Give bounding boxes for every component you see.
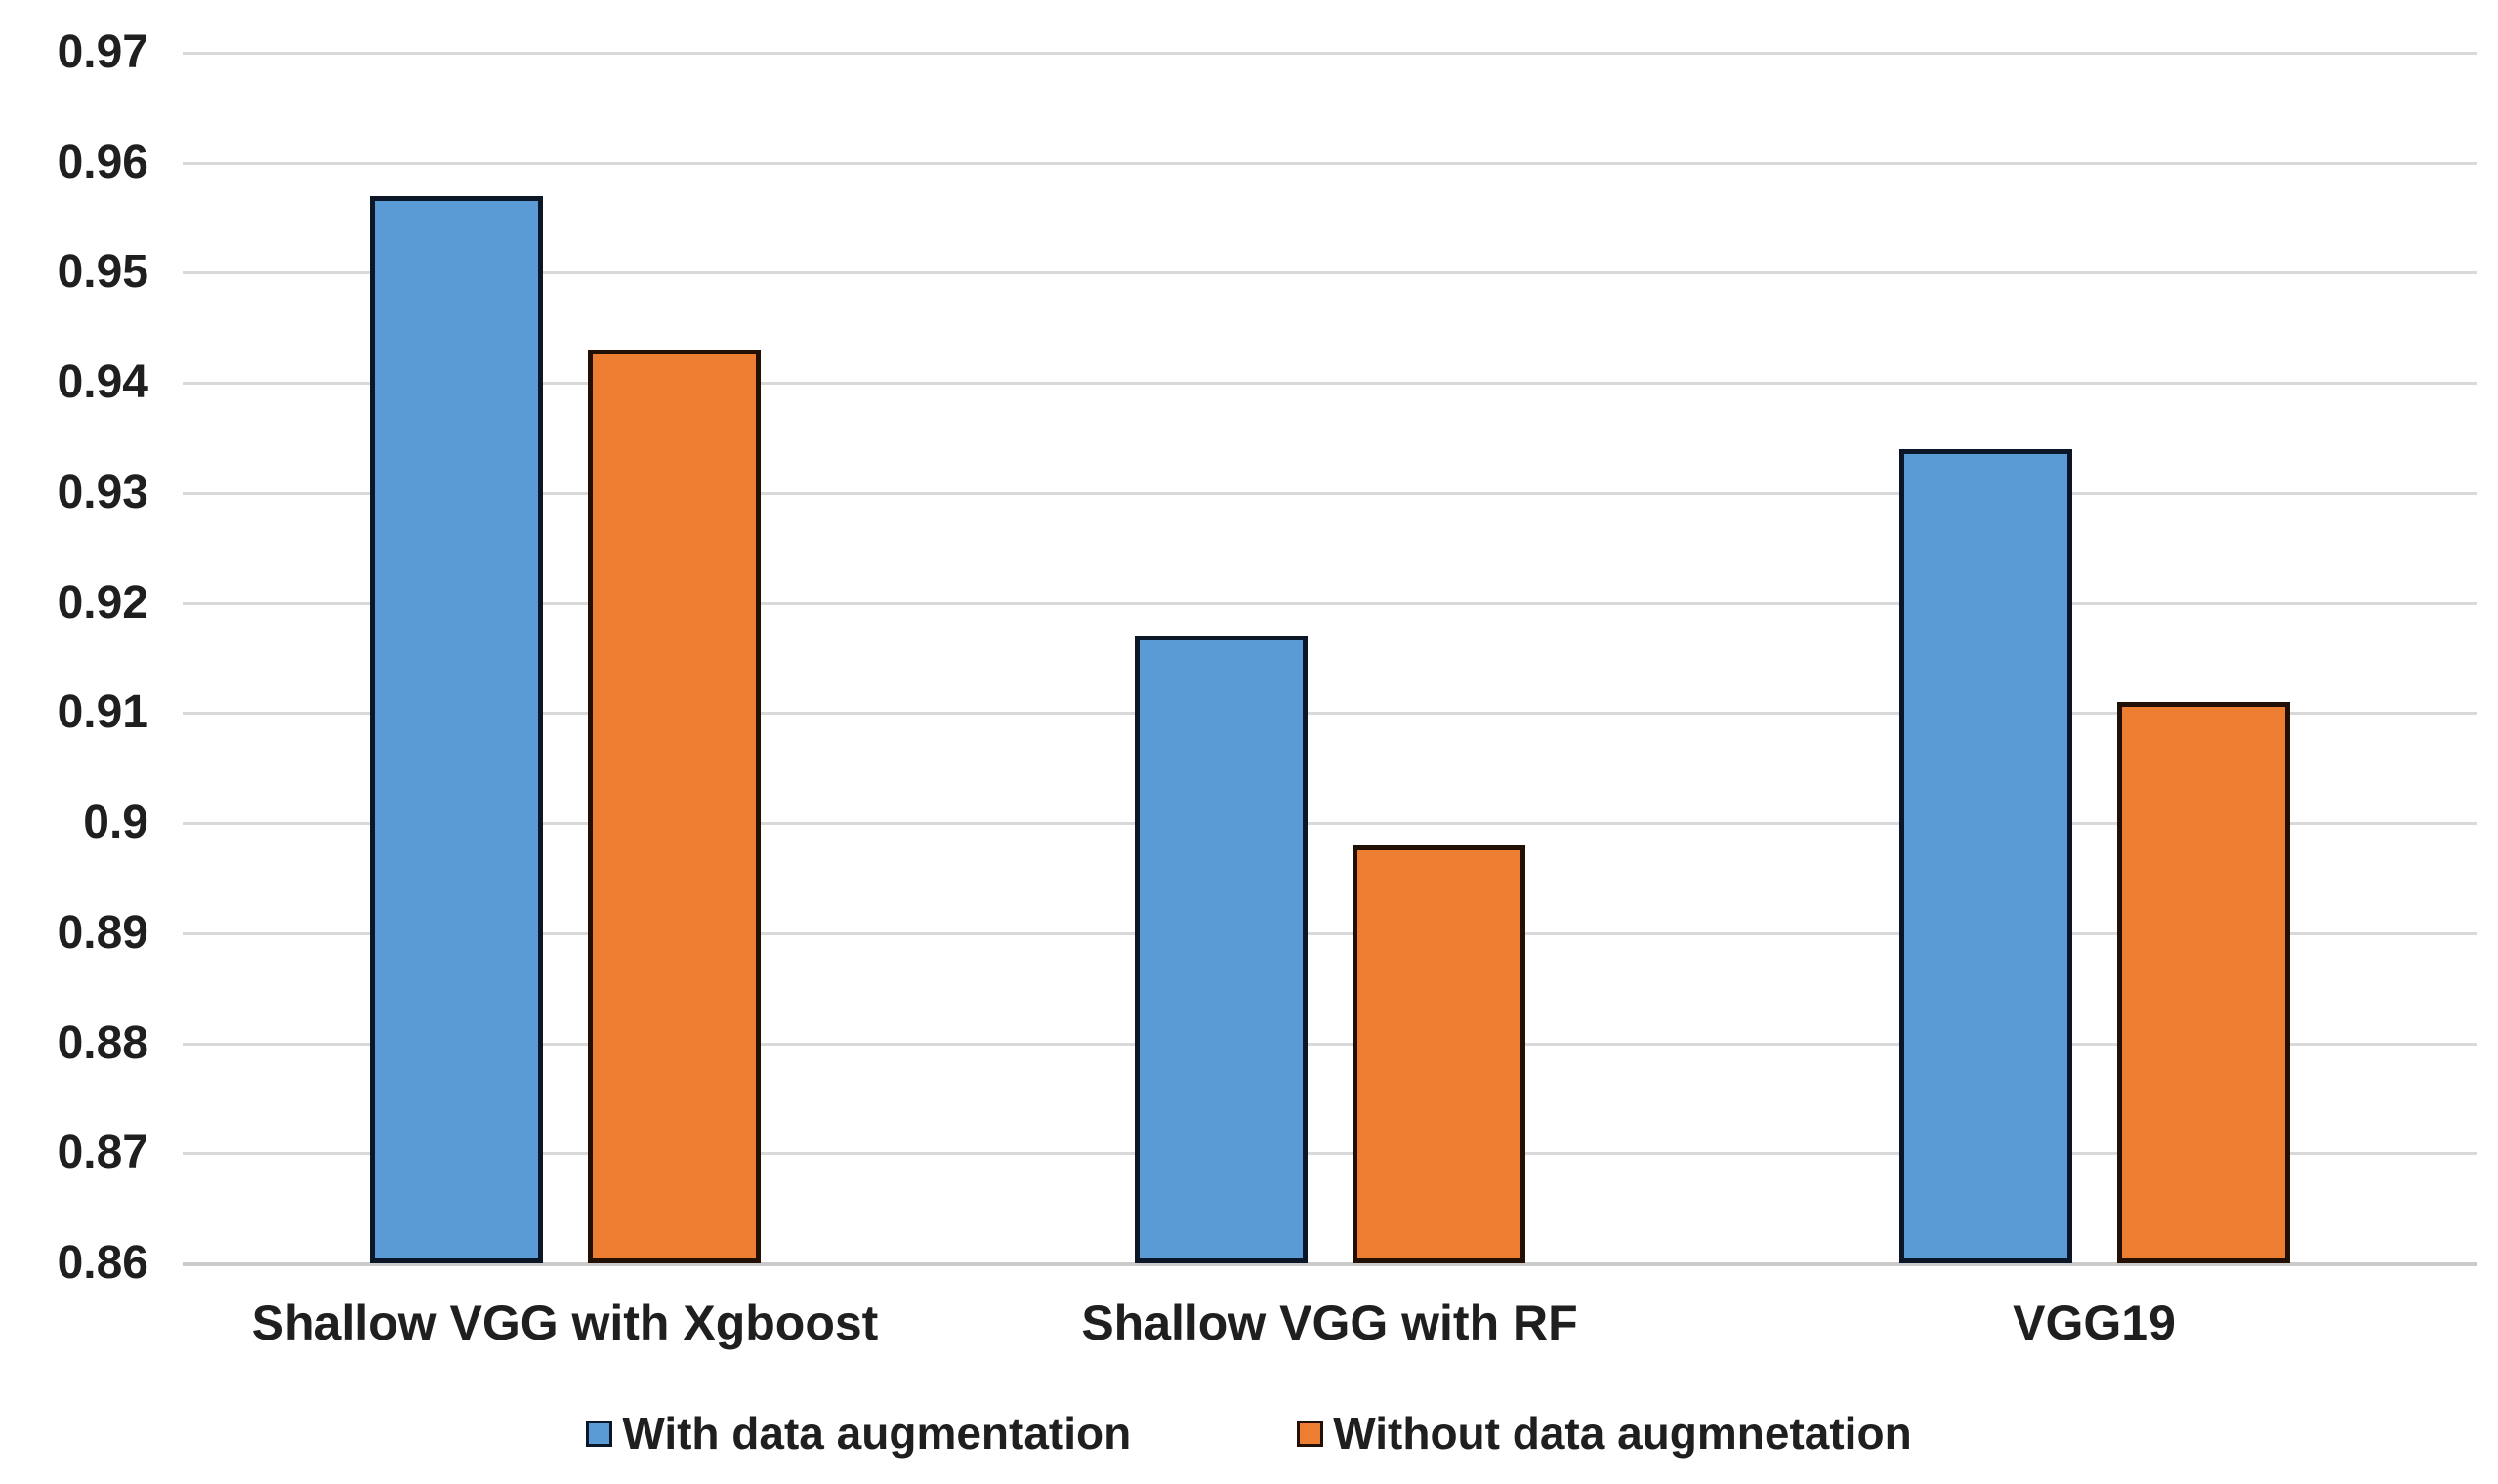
x-axis-category-label: Shallow VGG with RF [1081, 1296, 1578, 1350]
bar-series0-cat1 [1134, 636, 1308, 1263]
y-axis-tick-label: 0.96 [57, 136, 148, 188]
y-axis-tick-label: 0.92 [57, 576, 148, 629]
y-axis-tick-label: 0.93 [57, 466, 148, 518]
legend-label: Without data augmnetation [1333, 1408, 1912, 1459]
y-axis-tick-label: 0.88 [57, 1016, 148, 1069]
gridline [183, 1152, 2477, 1156]
bar-series1-cat1 [1352, 845, 1525, 1263]
y-axis-tick-label: 0.89 [57, 906, 148, 959]
legend-item: With data augmentation [586, 1406, 1131, 1461]
legend-item: Without data augmnetation [1297, 1406, 1912, 1461]
bar-series1-cat0 [587, 350, 761, 1263]
gridline [183, 1042, 2477, 1046]
gridline [183, 271, 2477, 275]
y-axis-tick-label: 0.91 [57, 686, 148, 739]
y-axis-tick-label: 0.86 [57, 1237, 148, 1289]
y-axis-tick-label: 0.9 [83, 797, 148, 849]
bar-series1-cat2 [2116, 702, 2290, 1263]
x-axis-category-label: VGG19 [2013, 1296, 2176, 1350]
gridline [183, 161, 2477, 165]
gridline [183, 52, 2477, 55]
y-axis-tick-label: 0.87 [57, 1127, 148, 1179]
gridline [183, 822, 2477, 826]
y-axis-tick-label: 0.95 [57, 246, 148, 299]
gridline [183, 931, 2477, 935]
bar-series0-cat2 [1898, 448, 2072, 1263]
gridline [183, 491, 2477, 495]
legend-label: With data augmentation [622, 1408, 1132, 1459]
legend-key-icon [1297, 1420, 1324, 1447]
y-axis-tick-label: 0.94 [57, 356, 148, 409]
x-axis-category-label: Shallow VGG with Xgboost [251, 1296, 879, 1350]
legend-key-icon [586, 1420, 613, 1447]
bar-series0-cat0 [369, 195, 543, 1263]
x-axis-line [183, 1262, 2477, 1266]
legend: With data augmentation Without data augmn… [0, 1406, 2498, 1461]
y-axis-tick-label: 0.97 [57, 26, 148, 78]
gridline [183, 712, 2477, 716]
gridline [183, 382, 2477, 386]
gridline [183, 601, 2477, 605]
